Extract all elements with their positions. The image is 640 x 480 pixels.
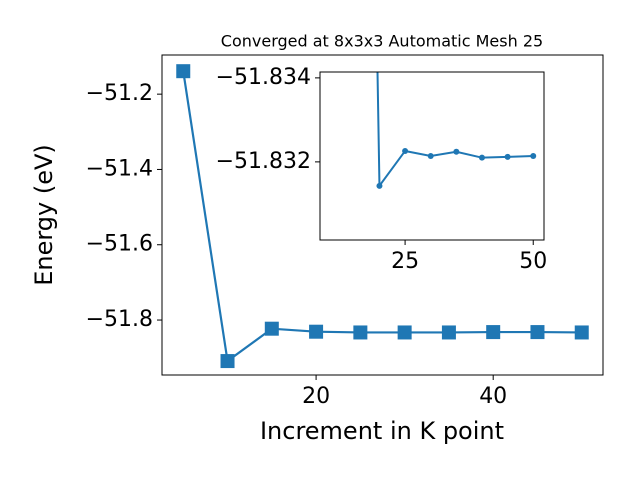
axes-frame <box>161 54 604 376</box>
axes-frame <box>319 71 545 241</box>
x-tick-label: 50 <box>519 249 547 274</box>
series-line <box>182 71 582 364</box>
marker <box>478 154 485 161</box>
marker <box>220 354 235 369</box>
y-tick-label: −51.834 <box>216 65 311 90</box>
series-line <box>376 72 534 189</box>
plot-area <box>376 72 537 189</box>
y-tick-label: −51.8 <box>86 307 153 332</box>
marker <box>264 321 279 336</box>
marker <box>176 64 191 79</box>
x-axis-label: Increment in K point <box>260 417 504 445</box>
marker <box>486 325 501 340</box>
x-tick-label: 40 <box>479 384 507 409</box>
marker <box>353 325 368 340</box>
marker <box>530 153 537 159</box>
y-tick-label: −51.832 <box>216 149 311 174</box>
marker <box>453 148 460 155</box>
plot-area <box>176 64 589 369</box>
marker <box>441 325 456 340</box>
marker <box>309 324 324 339</box>
x-tick-label: 25 <box>391 249 419 274</box>
marker <box>376 182 383 189</box>
y-tick-label: −51.4 <box>86 156 153 181</box>
y-tick-label: −51.2 <box>86 81 153 106</box>
y-axis-label: Energy (eV) <box>30 144 58 286</box>
chart-title: Converged at 8x3x3 Automatic Mesh 25 <box>221 32 543 51</box>
marker <box>574 325 589 340</box>
marker <box>530 325 545 340</box>
marker <box>427 153 434 159</box>
marker <box>504 153 511 160</box>
marker <box>397 325 412 340</box>
y-tick-label: −51.6 <box>86 232 153 257</box>
x-tick-label: 20 <box>302 384 330 409</box>
marker <box>402 147 409 154</box>
